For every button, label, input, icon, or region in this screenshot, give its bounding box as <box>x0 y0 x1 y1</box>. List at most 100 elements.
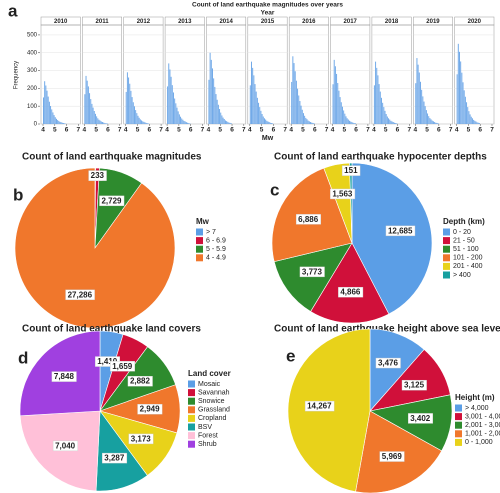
histogram-bar <box>375 61 377 124</box>
x-tick-label: 5 <box>425 127 429 134</box>
histogram-bar <box>427 113 429 124</box>
histogram-bar <box>59 121 61 124</box>
histogram-bar <box>89 93 91 124</box>
value-label: 3,476 <box>378 359 399 368</box>
x-axis-label: Mw <box>262 135 274 142</box>
histogram-bar <box>378 84 380 124</box>
legend-swatch <box>443 262 450 270</box>
histogram-bar <box>47 96 49 124</box>
histogram-bar <box>344 113 346 124</box>
histogram-bar <box>334 66 336 124</box>
facet-label: 2012 <box>137 19 151 25</box>
histogram-bar <box>380 97 382 124</box>
y-tick-label: 200 <box>27 86 38 92</box>
value-label: 1,659 <box>112 362 133 371</box>
histogram-bar <box>308 121 310 124</box>
histogram-bar <box>416 58 418 125</box>
histogram-bar <box>332 84 334 124</box>
pie-slice <box>14 167 176 329</box>
histogram-bar <box>137 115 139 124</box>
y-tick-label: 100 <box>27 104 38 110</box>
legend-label: > 7 <box>206 229 216 236</box>
histogram-bar <box>224 120 226 124</box>
legend-swatch <box>455 430 462 438</box>
x-tick-label: 4 <box>165 127 169 134</box>
histogram-bar <box>84 94 86 124</box>
x-tick-label: 5 <box>467 127 471 134</box>
histogram-bar <box>477 122 479 124</box>
histogram-bar <box>343 110 345 124</box>
histogram-bar <box>265 119 267 124</box>
pie-slice <box>349 162 353 244</box>
x-tick-label: 5 <box>301 127 305 134</box>
legend-label: Cropland <box>198 415 227 422</box>
value-label: 151 <box>344 166 358 175</box>
legend-swatch <box>196 245 203 253</box>
histogram-bar <box>271 123 273 124</box>
histogram-bar <box>456 74 458 124</box>
histogram-bar <box>85 75 87 124</box>
histogram-bar <box>249 85 251 124</box>
histogram-bar <box>464 96 466 124</box>
histogram-bar <box>55 118 57 124</box>
histogram-bar <box>250 61 252 124</box>
value-label: 3,402 <box>410 414 431 423</box>
histogram-bar <box>428 116 430 124</box>
histogram-bar <box>129 83 131 124</box>
histogram-bar <box>187 122 189 124</box>
histogram-bar <box>138 117 140 124</box>
legend-label: 51 - 100 <box>453 246 479 253</box>
value-label: 3,287 <box>104 454 125 463</box>
value-label: 1,410 <box>97 357 118 366</box>
histogram-bar <box>222 117 224 124</box>
legend-swatch <box>443 237 450 245</box>
histogram-bar <box>174 98 176 124</box>
x-tick-label: 6 <box>230 127 234 134</box>
histogram-bar <box>310 122 312 124</box>
histogram-bar <box>302 113 304 124</box>
histogram-bar <box>125 91 127 124</box>
histogram-bar <box>479 123 481 124</box>
legend-title: Land cover <box>188 369 231 378</box>
histogram-bar <box>467 107 469 124</box>
legend-label: 4 - 4.9 <box>206 255 226 262</box>
histogram-bar <box>352 122 354 124</box>
value-label-box <box>88 170 107 181</box>
histogram-bar <box>260 110 262 124</box>
value-label-box <box>408 413 433 424</box>
histogram-bar <box>210 59 212 124</box>
value-label-box <box>51 371 77 382</box>
legend-label: 21 - 50 <box>453 237 475 244</box>
histogram-bar <box>145 122 147 124</box>
facet-label: 2015 <box>261 19 275 25</box>
histogram-bar <box>261 114 263 124</box>
legend-swatch <box>443 228 450 236</box>
histogram-bar <box>346 118 348 124</box>
histogram-bar <box>430 119 432 124</box>
facet-label: 2019 <box>426 19 440 25</box>
x-tick-label: 5 <box>94 127 98 134</box>
histogram-bar <box>255 91 257 124</box>
value-label: 3,773 <box>302 267 323 276</box>
histogram-bar <box>136 113 138 124</box>
histogram-bar <box>189 123 191 124</box>
legend-swatch <box>188 423 195 431</box>
histogram-bar <box>432 121 434 124</box>
value-label: 7,848 <box>54 372 75 381</box>
histogram-bar <box>57 120 59 124</box>
x-tick-label: 7 <box>490 127 494 134</box>
value-label-box <box>330 188 356 200</box>
legend-swatch <box>443 271 450 279</box>
x-tick-label: 7 <box>449 127 453 134</box>
histogram-bar <box>291 81 293 124</box>
histogram-bar <box>473 119 475 124</box>
value-label: 6,886 <box>298 215 319 224</box>
histogram-bar <box>373 85 375 124</box>
histogram-bar <box>463 90 465 124</box>
legend-swatch <box>196 254 203 262</box>
legend-label: Shrub <box>198 441 217 448</box>
histogram-bar <box>229 122 231 124</box>
histogram-bar <box>104 123 106 124</box>
histogram-bar <box>347 119 349 124</box>
histogram-bar <box>253 75 255 124</box>
